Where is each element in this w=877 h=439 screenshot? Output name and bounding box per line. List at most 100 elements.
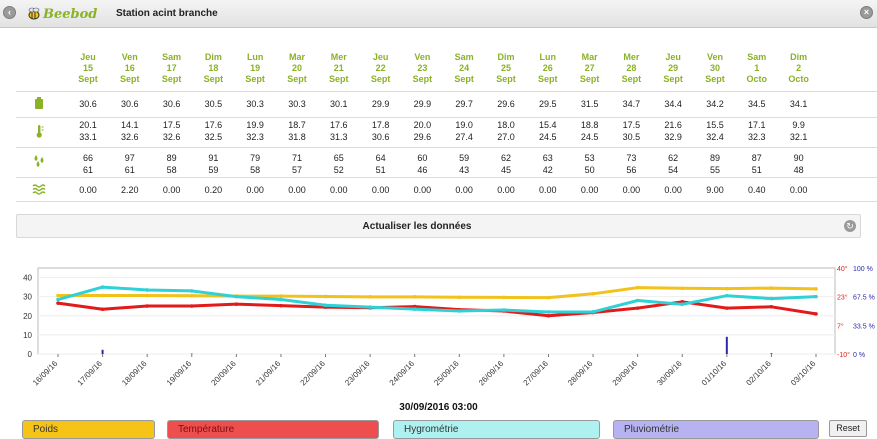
- series-point: [412, 307, 417, 311]
- cell-hyg-min: 59: [208, 165, 219, 175]
- legend-hygrometrie-button[interactable]: Hygrométrie: [393, 420, 600, 439]
- series-point: [457, 295, 462, 300]
- series-point: [100, 307, 105, 312]
- day-header-d: Jeu: [372, 52, 389, 62]
- x-tick-label: 24/09/16: [388, 359, 417, 388]
- refresh-icon[interactable]: ↻: [844, 220, 856, 232]
- cell-weight: 30.6: [79, 99, 97, 109]
- cell-weight: 30.6: [162, 99, 181, 109]
- x-tick-label: 16/09/16: [31, 359, 60, 388]
- day-header-m: Sept: [329, 74, 349, 84]
- series-point: [279, 303, 283, 308]
- history-chart[interactable]: 0 10 20 30 40 40° 100 % 23° 67.5 % 7° 33.5 % -10° 0 …: [0, 258, 877, 400]
- cell-rain: 0.00: [371, 185, 390, 195]
- cell-temp-min: 19.0: [455, 120, 473, 130]
- day-header: Lun 19 Sept: [235, 52, 275, 85]
- series-point: [100, 293, 105, 298]
- series-point: [635, 298, 640, 303]
- cell-temp-min: 18.0: [497, 120, 515, 130]
- cell-weight: 30.3: [288, 99, 306, 109]
- cell-weight: 29.9: [413, 99, 432, 109]
- cell-hyg-max: 71: [291, 153, 302, 163]
- day-header-m: Octo: [788, 74, 809, 84]
- cell-rain: 0.00: [162, 185, 181, 195]
- cell-temp-min: 17.6: [204, 120, 223, 130]
- cell-hyg-max: 73: [626, 153, 637, 163]
- day-header-n: 28: [626, 63, 637, 73]
- legend-pluviometrie-button[interactable]: Pluviométrie: [613, 420, 819, 439]
- legend-temperature-button[interactable]: Température: [167, 420, 379, 439]
- cell-rain: 0.00: [622, 185, 641, 195]
- series-point: [814, 287, 818, 291]
- selected-date: 30/09/2016 03:00: [399, 402, 478, 413]
- cell-temp-max: 32.4: [706, 132, 724, 142]
- cell-temp-min: 17.6: [330, 120, 348, 130]
- app-header: ‹ Beebod Station acint branche ×: [0, 0, 877, 28]
- y-right-temp-label: 7°: [837, 322, 844, 330]
- day-header: Ven 23 Sept: [402, 52, 442, 85]
- cell-hyg-max: 62: [668, 153, 679, 163]
- day-header: Jeu 22 Sept: [361, 52, 401, 85]
- cell-temp-min: 20.1: [79, 120, 97, 130]
- cell-temp-max: 32.5: [204, 132, 223, 142]
- cell-rain: 0.00: [246, 185, 264, 195]
- day-header-m: Sept: [370, 74, 391, 84]
- cell-temp-max: 31.8: [288, 132, 306, 142]
- cell-hyg-min: 48: [793, 165, 804, 175]
- series-point: [279, 294, 283, 298]
- cell-hyg-max: 97: [124, 153, 135, 163]
- rain-bar: [101, 349, 104, 354]
- y-tick-label: 0: [28, 350, 33, 359]
- close-icon[interactable]: ×: [860, 6, 873, 19]
- row-divider: [16, 147, 877, 148]
- day-header-d: Sam: [454, 52, 474, 62]
- series-point: [189, 304, 194, 308]
- reset-button[interactable]: Reset: [829, 420, 867, 437]
- day-header-m: Sept: [412, 74, 433, 84]
- series-point: [145, 293, 149, 298]
- row-divider: [16, 117, 877, 118]
- legend-poids-button[interactable]: Poids: [22, 420, 155, 439]
- series-point: [814, 312, 818, 316]
- day-header-m: Sept: [621, 74, 642, 84]
- cell-weight: 30.1: [330, 99, 348, 109]
- series-point: [769, 286, 774, 290]
- cell-hyg-min: 45: [500, 165, 511, 175]
- y-tick-label: 10: [23, 331, 32, 340]
- cell-rain: 9.00: [706, 185, 724, 195]
- day-header-d: Dim: [497, 52, 515, 62]
- x-tick-label: 27/09/16: [522, 359, 551, 388]
- cell-weight: 34.7: [622, 99, 641, 109]
- refresh-bar[interactable]: Actualiser les données ↻: [16, 214, 861, 238]
- day-header-n: 22: [375, 63, 386, 73]
- cell-temp-min: 17.8: [371, 120, 390, 130]
- refresh-label[interactable]: Actualiser les données: [362, 221, 472, 232]
- cell-weight: 29.5: [539, 99, 557, 109]
- cell-hyg-min: 42: [542, 165, 553, 175]
- series-point: [189, 293, 194, 298]
- cell-weight: 34.1: [789, 99, 808, 109]
- day-header-n: 29: [668, 63, 679, 73]
- series-point: [412, 304, 417, 309]
- series-point: [769, 304, 774, 309]
- day-header-n: 17: [166, 63, 177, 73]
- cell-hyg-max: 65: [333, 153, 344, 163]
- series-point: [591, 310, 595, 314]
- series-point: [680, 286, 685, 291]
- cell-weight: 29.7: [455, 99, 473, 109]
- series-point: [725, 293, 729, 298]
- x-tick-label: 18/09/16: [120, 359, 149, 388]
- day-header-m: Sept: [496, 74, 516, 84]
- cell-rain: 0.20: [204, 185, 223, 195]
- series-point: [546, 313, 551, 318]
- back-icon[interactable]: ‹: [3, 6, 16, 19]
- series-point: [502, 308, 506, 312]
- cell-hyg-max: 62: [500, 153, 511, 163]
- series-point: [368, 295, 372, 299]
- day-header: Mar 20 Sept: [277, 52, 317, 85]
- rain-bar: [725, 336, 728, 354]
- cell-weight: 30.5: [204, 99, 223, 109]
- cell-rain: 0.00: [664, 185, 682, 195]
- cell-temp-min: 17.5: [622, 120, 641, 130]
- day-header: Dim 2 Octo: [779, 52, 819, 85]
